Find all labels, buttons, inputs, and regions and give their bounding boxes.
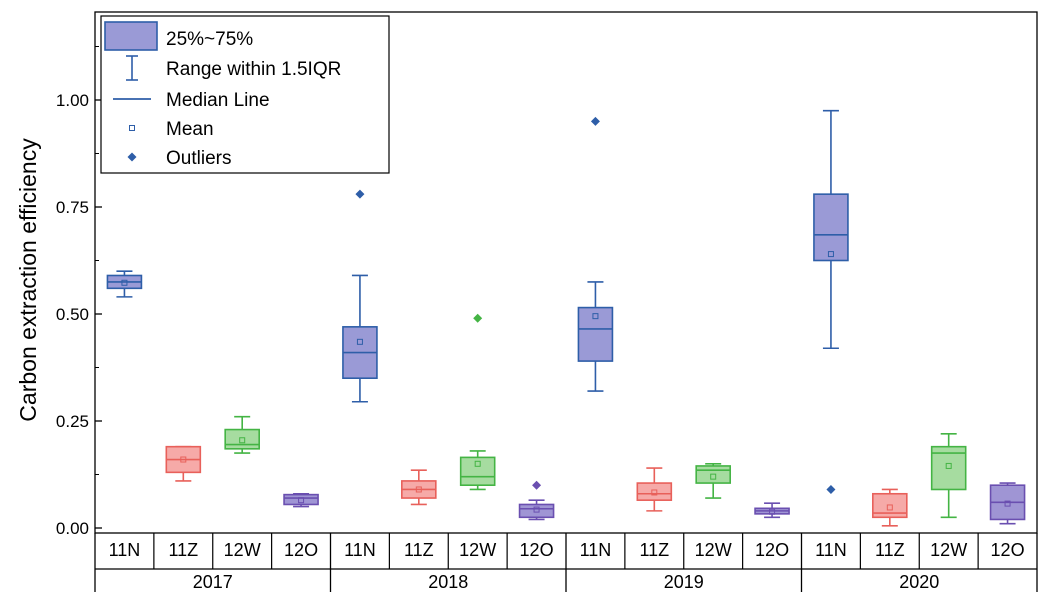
category-label: 12W <box>695 540 732 560</box>
legend-label: 25%~75% <box>166 29 253 50</box>
category-label: 12W <box>930 540 967 560</box>
legend-label: Range within 1.5IQR <box>166 59 341 80</box>
box-2020-12O <box>989 482 1026 525</box>
y-axis: 0.00 0.25 0.50 0.75 1.00 <box>56 46 102 538</box>
mean-marker <box>945 462 952 469</box>
category-label: 12O <box>284 540 318 560</box>
mean-marker <box>1004 500 1011 507</box>
mean-marker <box>710 473 717 480</box>
mean-marker <box>415 486 422 493</box>
mean-marker <box>121 279 128 286</box>
box-2019-12O <box>754 502 790 519</box>
category-label: 11Z <box>875 540 905 560</box>
box-2018-12W <box>459 313 496 491</box>
year-label: 2019 <box>664 572 704 592</box>
category-label: 11N <box>109 540 141 560</box>
outlier-marker <box>590 116 600 126</box>
mean-marker <box>533 506 540 513</box>
box-2019-11N <box>577 116 614 392</box>
mean-marker <box>239 437 246 444</box>
box-2020-11Z <box>872 488 908 527</box>
category-label: 11Z <box>404 540 434 560</box>
outlier-marker <box>473 313 483 323</box>
y-tick-label: 0.50 <box>56 305 89 324</box>
legend-mean-swatch <box>129 125 135 131</box>
y-tick-label: 0.75 <box>56 198 89 217</box>
box-2020-11N <box>813 109 849 494</box>
category-label: 12W <box>224 540 261 560</box>
box-2019-12W <box>695 462 731 499</box>
year-label: 2017 <box>193 572 233 592</box>
y-tick-label: 0.25 <box>56 412 89 431</box>
mean-marker <box>356 338 363 345</box>
mean-marker <box>592 313 599 320</box>
iqr-box <box>459 456 496 487</box>
legend-label: Median Line <box>166 90 270 111</box>
box-2017-11Z <box>165 445 202 482</box>
iqr-box <box>283 493 319 506</box>
mean-marker <box>827 251 834 258</box>
mean-marker <box>180 456 187 463</box>
box-2020-12W <box>930 433 967 519</box>
box-2018-11N <box>342 189 378 403</box>
box-series <box>106 109 1026 527</box>
category-label: 12O <box>755 540 789 560</box>
mean-marker <box>298 497 305 504</box>
category-label: 11N <box>815 540 847 560</box>
category-label: 11N <box>580 540 612 560</box>
year-label: 2020 <box>899 572 939 592</box>
category-label: 11N <box>344 540 376 560</box>
box-2017-12W <box>224 415 260 454</box>
legend-outlier-swatch <box>127 152 137 162</box>
box-2017-11N <box>106 270 143 298</box>
outlier-marker <box>826 484 836 494</box>
outlier-marker <box>355 189 365 199</box>
iqr-box <box>224 428 260 450</box>
category-label: 11Z <box>639 540 669 560</box>
y-tick-label: 1.00 <box>56 91 89 110</box>
iqr-box <box>577 306 614 362</box>
mean-marker <box>769 508 776 515</box>
y-axis-title: Carbon extraction efficiency <box>15 138 41 422</box>
box-2017-12O <box>283 492 319 508</box>
iqr-box <box>518 503 555 519</box>
legend-box-swatch <box>104 21 158 51</box>
outlier-marker <box>532 480 542 490</box>
box-2018-11Z <box>401 469 437 506</box>
legend-label: Mean <box>166 119 214 140</box>
box-2018-12O <box>518 480 555 521</box>
box-2019-11Z <box>636 467 673 512</box>
mean-marker <box>651 489 658 496</box>
category-label: 12O <box>520 540 554 560</box>
iqr-box <box>872 492 908 519</box>
legend: 25%~75% Range within 1.5IQR Median Line Mea… <box>100 15 390 174</box>
category-label: 12O <box>991 540 1025 560</box>
iqr-box <box>636 482 673 501</box>
mean-marker <box>886 504 893 511</box>
legend-label: Outliers <box>166 148 231 169</box>
year-label: 2018 <box>428 572 468 592</box>
mean-marker <box>474 460 481 467</box>
x-axis-categories: 2017 11N 11Z 12W 12O 2018 11N 11Z 12W 12O 2019 11N 1… <box>94 533 1038 592</box>
iqr-box <box>813 193 849 262</box>
category-label: 12W <box>459 540 496 560</box>
category-label: 11Z <box>168 540 198 560</box>
y-tick-label: 0.00 <box>56 519 89 538</box>
